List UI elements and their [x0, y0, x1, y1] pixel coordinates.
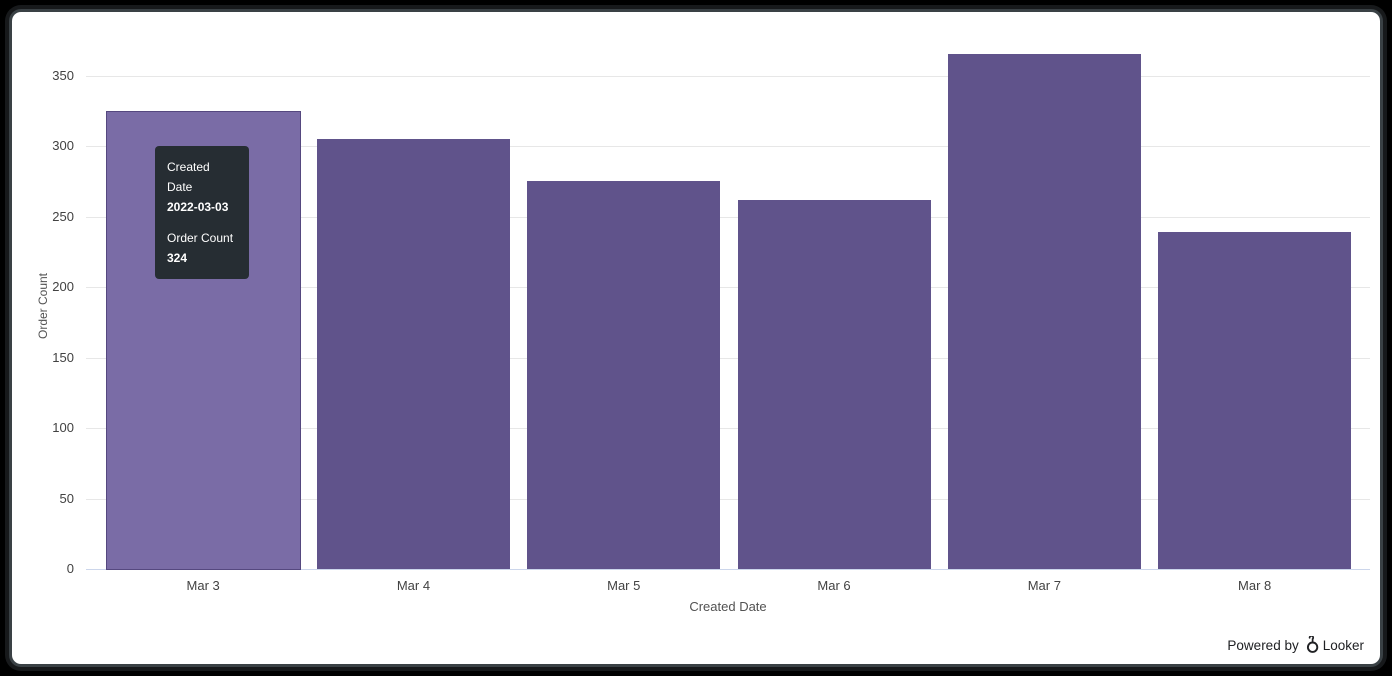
bar-mar-6[interactable]: [737, 199, 931, 569]
y-tick-label: 150: [52, 349, 74, 365]
gridline: [86, 498, 1370, 500]
y-tick-label: 300: [52, 138, 74, 154]
x-axis-title: Created Date: [689, 599, 767, 614]
x-axis-line: [86, 569, 1370, 570]
powered-by-looker-link[interactable]: Powered by Looker: [1227, 636, 1364, 654]
y-tick-label: 50: [59, 490, 74, 506]
y-axis-title: Order Count: [36, 272, 50, 340]
x-tick-label: Mar 7: [1027, 578, 1061, 593]
y-tick-label: 350: [52, 67, 74, 83]
looker-brand-text: Looker: [1322, 637, 1364, 653]
x-tick-label: Mar 6: [817, 578, 851, 593]
gridline: [86, 146, 1370, 148]
y-tick-label: 0: [66, 561, 74, 576]
gridline: [86, 428, 1370, 430]
gridline: [86, 357, 1370, 359]
looker-logo-icon: [1306, 636, 1318, 653]
tooltip-measure-label: Order Count: [167, 231, 234, 245]
x-tick-label: Mar 8: [1238, 578, 1272, 593]
gridline: [86, 216, 1370, 218]
x-tick-label: Mar 5: [607, 578, 641, 593]
tooltip-dimension-value: 2022-03-03: [167, 200, 229, 214]
bar-mar-5[interactable]: [527, 181, 721, 569]
tooltip-measure-value: 324: [167, 251, 188, 265]
y-tick-label: 250: [52, 208, 74, 224]
gridline: [86, 75, 1370, 77]
tooltip-dimension-label: Created Date: [167, 160, 210, 194]
powered-by-text: Powered by: [1227, 637, 1299, 653]
x-tick-label: Mar 3: [186, 578, 220, 593]
bar-mar-4[interactable]: [316, 139, 510, 569]
y-tick-label: 200: [52, 279, 74, 295]
bar-mar-8[interactable]: [1158, 232, 1352, 569]
tooltip-spacer: [167, 217, 237, 228]
chart-panel: 0 50 100 150 200 250 300 350 Mar 3 Mar 4 Mar 5 Mar…: [12, 12, 1380, 664]
x-tick-label: Mar 4: [396, 578, 431, 593]
bar-mar-7[interactable]: [947, 54, 1141, 569]
y-tick-label: 100: [52, 420, 74, 436]
tooltip: Created Date 2022-03-03 Order Count 324: [155, 146, 249, 279]
gridline: [86, 287, 1370, 289]
